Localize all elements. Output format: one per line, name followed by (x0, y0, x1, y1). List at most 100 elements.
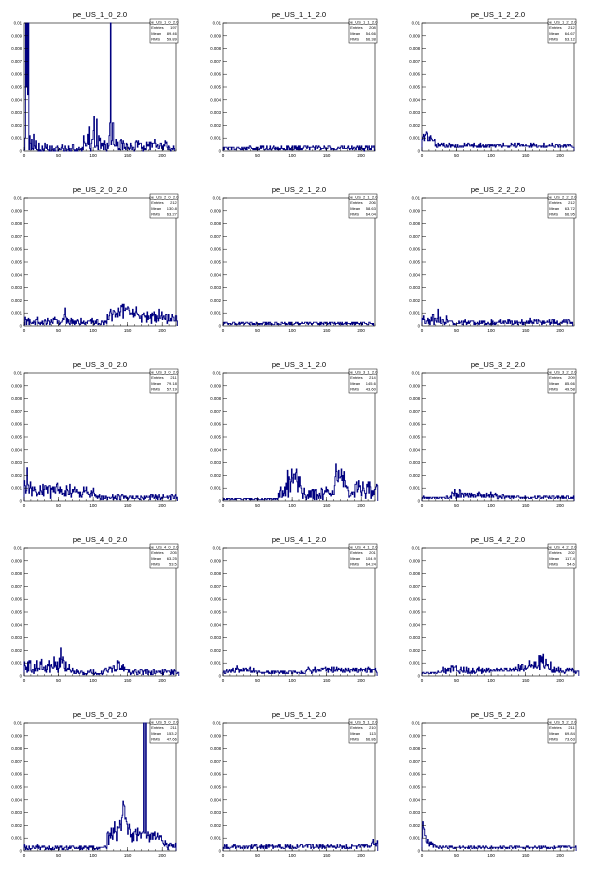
y-tick-label: 0.009 (210, 558, 221, 563)
stats-label: Entries (350, 25, 362, 30)
histogram-panel: pe_US_3_1_2.0 0 50 100 150 200 0.001 0.002 0.003… (210, 360, 378, 508)
y-tick-label: 0.005 (409, 435, 420, 440)
x-tick-label: 0 (222, 678, 225, 683)
y-tick-label: 0.007 (11, 409, 22, 414)
y-tick-label: 0.01 (213, 721, 222, 726)
panel-title: pe_US_5_1_2.0 (272, 710, 326, 719)
histogram-line (421, 308, 574, 326)
y-tick-label: 0.003 (409, 810, 420, 815)
y-tick-label: 0.006 (210, 422, 221, 427)
x-tick-label: 150 (124, 503, 132, 508)
y-tick-label: 0.009 (11, 558, 22, 563)
histogram-panel: pe_US_1_1_2.0 0 50 100 150 200 0.001 0.002 0.003… (210, 10, 378, 158)
y-tick-label: 0.01 (412, 371, 421, 376)
y-tick-label: 0.004 (409, 622, 420, 627)
histogram-panel: pe_US_3_2_2.0 0 50 100 150 200 0.001 0.002 0.003… (409, 360, 577, 508)
panel-title: pe_US_3_1_2.0 (272, 360, 326, 369)
x-tick-label: 50 (454, 153, 460, 158)
y-tick-label: 0.01 (14, 371, 23, 376)
stats-value: 205 (170, 550, 177, 555)
y-tick-label: 0.004 (409, 797, 420, 802)
stats-label: Mean (350, 381, 360, 386)
y-tick-label: 0.008 (11, 221, 22, 226)
stats-value: 211 (170, 375, 177, 380)
y-tick-label: 0.009 (210, 383, 221, 388)
x-tick-label: 0 (23, 328, 26, 333)
histogram-panel: pe_US_4_0_2.0 0 50 100 150 200 0.001 0.002 0.003… (11, 535, 179, 683)
y-tick-label: 0.003 (11, 460, 22, 465)
histogram-line (23, 303, 178, 326)
x-tick-label: 200 (158, 153, 166, 158)
stats-value: 54.66 (366, 31, 377, 36)
stats-box-frame (149, 193, 179, 219)
y-tick-label: 0.004 (11, 622, 22, 627)
y-tick-label: 0.006 (409, 597, 420, 602)
y-tick-label: 0.001 (210, 836, 221, 841)
x-tick-label: 0 (421, 503, 424, 508)
x-tick-label: 200 (556, 328, 564, 333)
y-tick-label: 0.001 (210, 311, 221, 316)
y-tick-label: 0.004 (409, 447, 420, 452)
x-tick-label: 100 (288, 678, 296, 683)
y-tick-label: 0.002 (409, 823, 420, 828)
histogram-line (23, 722, 177, 851)
histogram-panel: pe_US_4_2_2.0 0 50 100 150 200 0.001 0.002 0.003… (409, 535, 580, 683)
panel-title: pe_US_1_0_2.0 (73, 10, 127, 19)
y-tick-label: 0.009 (210, 33, 221, 38)
y-tick-label: 0.002 (11, 298, 22, 303)
y-tick-label: 0.006 (210, 72, 221, 77)
y-tick-label: 0.005 (11, 610, 22, 615)
stats-box-frame (348, 543, 378, 569)
stats-label: Entries (151, 25, 163, 30)
histogram-line (421, 131, 575, 151)
stats-label: RMS (549, 386, 558, 391)
x-tick-label: 200 (357, 153, 365, 158)
y-tick-label: 0.008 (210, 221, 221, 226)
y-tick-label: 0.009 (409, 558, 420, 563)
y-tick-label-zero: 0 (219, 324, 222, 329)
panel-title: pe_US_2_1_2.0 (272, 185, 326, 194)
x-tick-label: 0 (421, 328, 424, 333)
stats-label: Entries (350, 375, 362, 380)
y-tick-label: 0.007 (11, 759, 22, 764)
y-tick-label: 0.009 (409, 208, 420, 213)
histogram-panel: pe_US_2_1_2.0 0 50 100 150 200 0.001 0.002 0.003… (210, 185, 378, 333)
y-tick-label: 0.006 (210, 597, 221, 602)
y-tick-label: 0.008 (11, 746, 22, 751)
y-tick-label: 0.001 (11, 311, 22, 316)
stats-label: RMS (549, 36, 558, 41)
y-tick-label: 0.002 (210, 473, 221, 478)
stats-value: 69.84 (565, 731, 576, 736)
y-tick-label: 0.001 (11, 661, 22, 666)
histogram-line (421, 489, 575, 501)
y-tick-label-zero: 0 (20, 324, 23, 329)
stats-value: 209 (568, 375, 575, 380)
y-tick-label: 0.001 (210, 136, 221, 141)
stats-box-frame (149, 718, 179, 744)
y-tick-label: 0.007 (210, 759, 221, 764)
x-tick-label: 100 (487, 678, 495, 683)
stats-label: Entries (549, 725, 561, 730)
y-tick-label: 0.007 (210, 409, 221, 414)
stats-box-frame (149, 368, 179, 394)
y-tick-label: 0.007 (210, 59, 221, 64)
y-tick-label: 0.002 (11, 473, 22, 478)
stats-box-frame (348, 18, 378, 44)
stats-value: 63.12 (565, 36, 576, 41)
stats-value: 64.24 (366, 561, 377, 566)
x-tick-label: 100 (89, 678, 97, 683)
y-tick-label-zero: 0 (219, 674, 222, 679)
y-tick-label: 0.009 (409, 33, 420, 38)
histogram-line (222, 145, 375, 152)
y-tick-label: 0.007 (409, 59, 420, 64)
y-tick-label: 0.005 (210, 785, 221, 790)
stats-name: pe_US_3_1_2.0 (349, 369, 379, 374)
y-tick-label: 0.005 (210, 85, 221, 90)
y-tick-label-zero: 0 (20, 849, 23, 854)
stats-label: Mean (350, 31, 360, 36)
